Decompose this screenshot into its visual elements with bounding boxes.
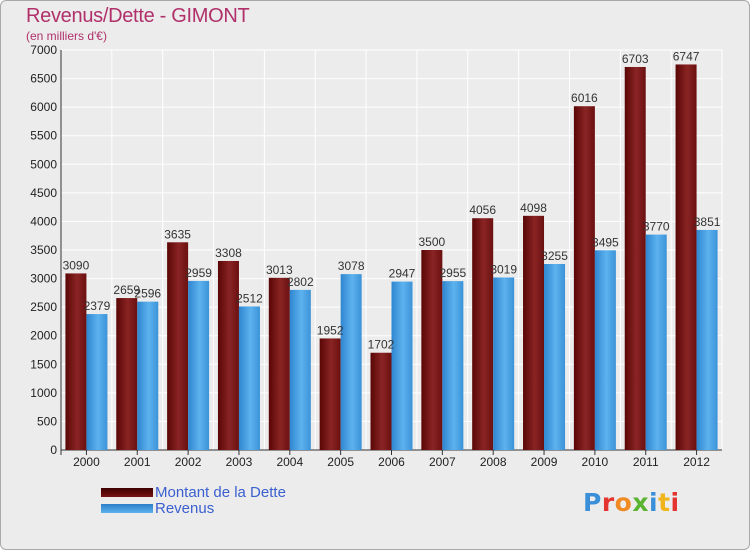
bar-revenue-2004 <box>289 289 311 450</box>
data-label-debt: 3090 <box>63 258 90 272</box>
data-label-debt: 3635 <box>164 227 191 241</box>
x-tick-label: 2011 <box>633 455 659 469</box>
data-label-revenue: 3078 <box>338 259 365 273</box>
brand-letter: i <box>649 488 659 517</box>
y-tick-label: 1000 <box>30 386 57 400</box>
y-tick-label: 0 <box>50 443 57 457</box>
data-label-revenue: 3255 <box>541 249 568 263</box>
data-label-revenue: 2379 <box>84 299 111 313</box>
legend-label-debt: Montant de la Dette <box>155 484 286 501</box>
x-tick-label: 2010 <box>582 455 609 469</box>
data-label-debt: 1952 <box>317 323 344 337</box>
x-tick-label: 2000 <box>73 455 100 469</box>
bar-debt-2001 <box>116 298 138 450</box>
x-tick-label: 2012 <box>683 455 710 469</box>
y-tick-label: 6000 <box>30 100 57 114</box>
x-tick-label: 2003 <box>226 455 253 469</box>
y-tick-label: 5000 <box>30 157 57 171</box>
y-tick-label: 5500 <box>30 129 57 143</box>
y-tick-label: 7000 <box>30 43 57 57</box>
brand-letter: P <box>583 488 602 517</box>
data-label-debt: 4056 <box>469 203 496 217</box>
bar-debt-2010 <box>573 106 595 450</box>
bar-debt-2007 <box>421 250 443 450</box>
y-tick-label: 3000 <box>30 272 57 286</box>
bar-debt-2002 <box>167 242 189 450</box>
data-label-revenue: 2955 <box>439 266 466 280</box>
brand-letter: t <box>658 488 671 517</box>
data-label-debt: 3013 <box>266 263 293 277</box>
data-label-debt: 1702 <box>368 338 395 352</box>
x-tick-label: 2006 <box>378 455 405 469</box>
bar-debt-2012 <box>675 64 697 450</box>
x-tick-label: 2002 <box>175 455 202 469</box>
bar-revenue-2007 <box>442 281 464 450</box>
x-tick-label: 2008 <box>480 455 507 469</box>
legend-swatch-revenue <box>101 504 153 513</box>
y-tick-label: 500 <box>37 414 57 428</box>
x-tick-label: 2005 <box>327 455 354 469</box>
data-label-debt: 6747 <box>673 49 700 63</box>
bar-debt-2004 <box>268 277 290 450</box>
x-tick-label: 2004 <box>276 455 303 469</box>
bar-debt-2009 <box>523 215 545 450</box>
bar-debt-2003 <box>217 260 239 450</box>
data-label-debt: 4098 <box>520 201 547 215</box>
proxiti-logo: Proxiti <box>583 488 680 517</box>
data-label-debt: 6016 <box>571 91 598 105</box>
x-tick-label: 2009 <box>531 455 558 469</box>
chart-subtitle: (en milliers d'€) <box>26 29 107 43</box>
y-tick-label: 6500 <box>30 72 57 86</box>
data-label-revenue: 2947 <box>389 267 416 281</box>
brand-letter: o <box>614 488 633 517</box>
y-tick-label: 4000 <box>30 214 57 228</box>
y-tick-label: 2500 <box>30 300 57 314</box>
bar-revenue-2008 <box>493 277 515 450</box>
data-label-revenue: 3019 <box>490 262 517 276</box>
data-label-revenue: 2596 <box>134 287 161 301</box>
data-label-debt: 3500 <box>418 235 445 249</box>
bar-debt-2011 <box>624 66 646 450</box>
y-tick-label: 3500 <box>30 243 57 257</box>
x-tick-label: 2007 <box>429 455 456 469</box>
brand-letter: i <box>670 488 680 517</box>
bar-debt-2000 <box>65 273 87 450</box>
data-label-revenue: 3851 <box>694 215 721 229</box>
data-label-revenue: 3770 <box>643 220 670 234</box>
bar-revenue-2009 <box>544 264 566 450</box>
bar-debt-2006 <box>370 352 392 450</box>
bar-revenue-2012 <box>696 229 718 450</box>
bar-revenue-2001 <box>137 301 159 450</box>
bar-debt-2005 <box>319 338 341 450</box>
bar-revenue-2003 <box>238 306 260 450</box>
bar-debt-2008 <box>472 218 494 450</box>
bar-revenue-2000 <box>86 314 108 450</box>
chart-title: Revenus/Dette - GIMONT <box>26 5 250 27</box>
bar-revenue-2006 <box>391 281 413 450</box>
y-tick-label: 1500 <box>30 357 57 371</box>
data-label-debt: 6703 <box>622 52 649 66</box>
y-tick-label: 4500 <box>30 186 57 200</box>
data-label-revenue: 2959 <box>185 266 212 280</box>
bar-revenue-2011 <box>645 234 667 450</box>
bar-revenue-2002 <box>188 280 210 450</box>
x-tick-label: 2001 <box>124 455 151 469</box>
bar-revenue-2005 <box>340 274 362 450</box>
bar-layer <box>65 64 718 450</box>
brand-letter: x <box>632 488 649 517</box>
bar-revenue-2010 <box>594 250 616 450</box>
data-label-revenue: 2802 <box>287 275 314 289</box>
data-label-debt: 2659 <box>113 283 140 297</box>
legend-label-revenue: Revenus <box>155 500 215 517</box>
data-label-revenue: 3495 <box>592 235 619 249</box>
brand-letter: r <box>601 488 615 517</box>
y-tick-label: 2000 <box>30 329 57 343</box>
legend-swatch-debt <box>101 488 153 497</box>
data-label-debt: 3308 <box>215 246 242 260</box>
data-label-revenue: 2512 <box>236 291 263 305</box>
